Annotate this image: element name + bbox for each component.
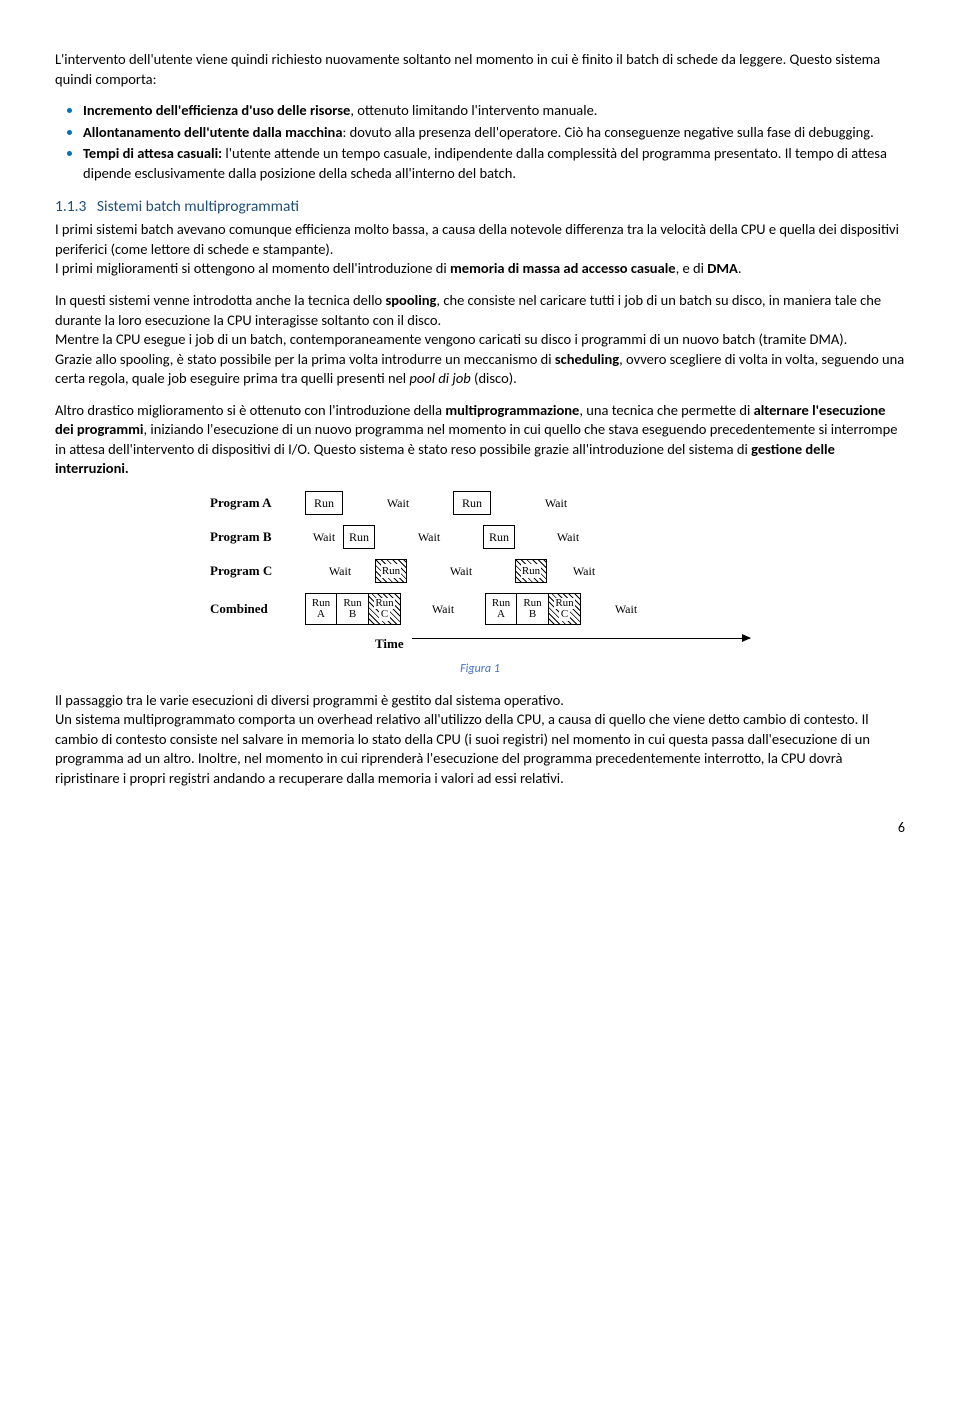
diagram-time-axis: Time — [210, 635, 750, 653]
intro-text: L'intervento dell'utente viene quindi ri… — [55, 50, 880, 88]
intro-paragraph: L'intervento dell'utente viene quindi ri… — [55, 50, 905, 89]
p5: Il passaggio tra le varie esecuzioni di … — [55, 691, 905, 711]
p2: I primi sistemi batch avevano comunque e… — [55, 220, 905, 259]
page-number: 6 — [55, 819, 905, 838]
diagram-row-combined: Combined RunA RunB RunC Wait RunA RunB R… — [210, 593, 750, 625]
heading-title: Sistemi batch multiprogrammati — [97, 197, 299, 216]
figure-caption: Figura 1 — [55, 661, 905, 677]
bullet-item-1: Incremento dell'efficienza d'uso delle r… — [83, 101, 905, 121]
p3e: Grazie allo spooling, è stato possibile … — [55, 350, 905, 389]
section-heading: 1.1.3 Sistemi batch multiprogrammati — [55, 197, 905, 218]
bullet-bold-1: Incremento dell'efficienza d'uso delle r… — [83, 101, 350, 119]
paragraph-block-1: I primi sistemi batch avevano comunque e… — [55, 220, 905, 279]
paragraph-block-3: Altro drastico miglioramento si è ottenu… — [55, 401, 905, 479]
paragraph-block-4: Il passaggio tra le varie esecuzioni di … — [55, 691, 905, 789]
bullet-bold-2: Allontanamento dell'utente dalla macchin… — [83, 123, 343, 141]
p5b: Un sistema multiprogrammato comporta un … — [55, 710, 905, 788]
bullet-bold-3: Tempi di attesa casuali: — [83, 144, 222, 162]
diagram-row-b: Program B Wait Run Wait Run Wait — [210, 525, 750, 549]
multiprogramming-diagram: Program A Run Wait Run Wait Program B Wa… — [210, 491, 750, 653]
paragraph-block-2: In questi sistemi venne introdotta anche… — [55, 291, 905, 389]
p3: In questi sistemi venne introdotta anche… — [55, 291, 905, 330]
p3d: Mentre la CPU esegue i job di un batch, … — [55, 330, 905, 350]
bullet-item-2: Allontanamento dell'utente dalla macchin… — [83, 123, 905, 143]
bullet-rest-2: : dovuto alla presenza dell'operatore. C… — [343, 123, 874, 141]
p2b: I primi miglioramenti si ottengono al mo… — [55, 259, 905, 279]
bullet-item-3: Tempi di attesa casuali: l'utente attend… — [83, 144, 905, 183]
bullet-rest-1: , ottenuto limitando l'intervento manual… — [350, 101, 597, 119]
heading-number: 1.1.3 — [55, 197, 86, 216]
diagram-row-a: Program A Run Wait Run Wait — [210, 491, 750, 515]
bullet-list: Incremento dell'efficienza d'uso delle r… — [55, 101, 905, 183]
diagram-row-c: Program C Wait Run Wait Run Wait — [210, 559, 750, 583]
